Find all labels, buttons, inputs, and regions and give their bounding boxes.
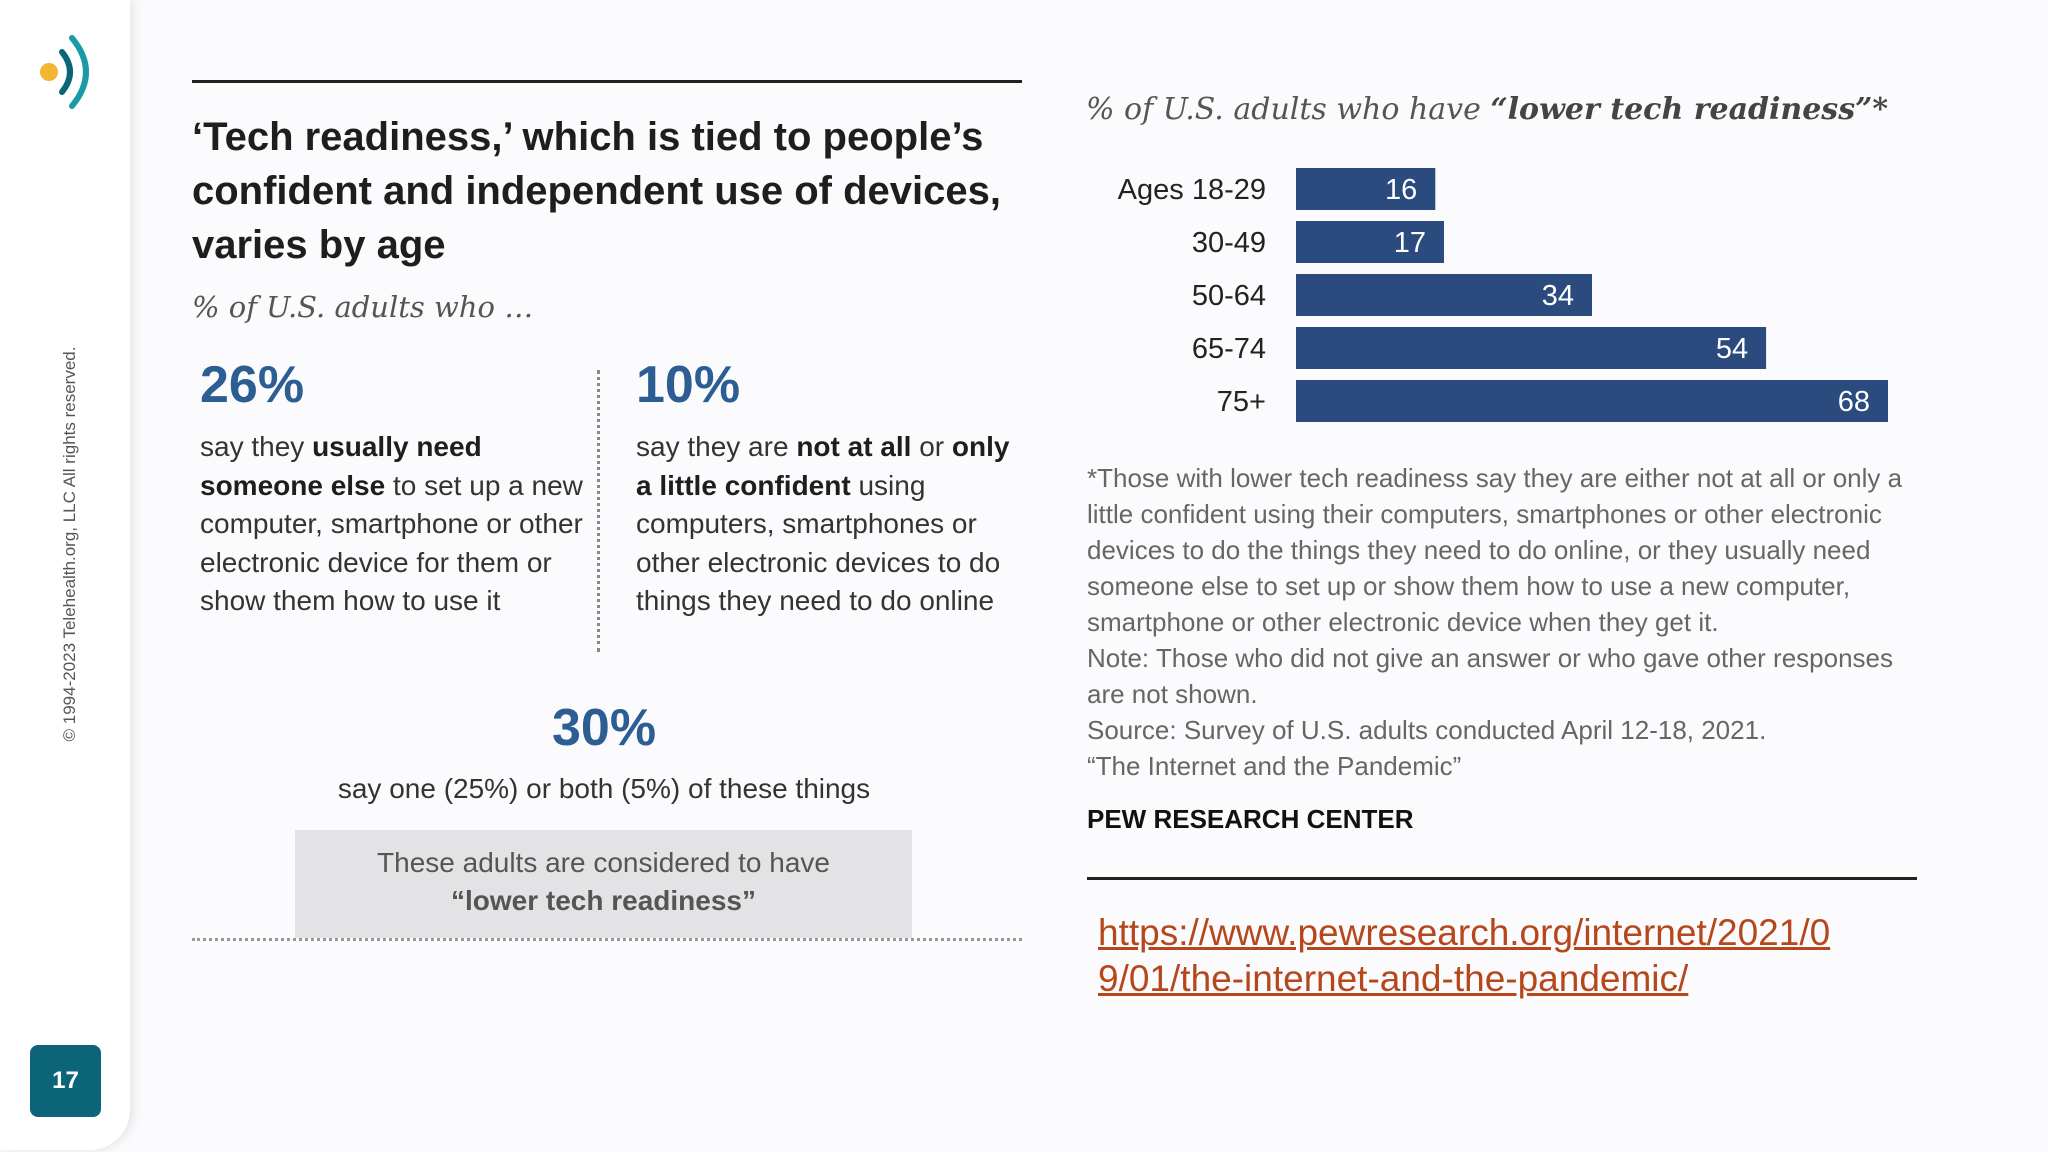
category-label: 30-49: [1192, 227, 1266, 259]
copyright-notice: © 1994-2023 Telehealth.org, LLC All righ…: [60, 346, 79, 742]
bar: [1296, 380, 1888, 422]
bottom-divider: [1087, 877, 1917, 880]
stat-30-percent: 30%: [552, 699, 657, 757]
chart-footnotes: *Those with lower tech readiness say the…: [1087, 460, 1937, 784]
footnote-source: Source: Survey of U.S. adults conducted …: [1087, 715, 1767, 745]
bar: [1296, 274, 1592, 316]
bar-value-label: 34: [1542, 280, 1574, 312]
bar-value-label: 68: [1838, 386, 1870, 418]
chart-title: % of U.S. adults who have “lower tech re…: [1086, 92, 1889, 127]
category-label: 50-64: [1192, 280, 1266, 312]
stat-26-percent: 26%: [200, 356, 305, 414]
category-label: Ages 18-29: [1118, 174, 1266, 206]
bar-value-label: 16: [1385, 174, 1417, 206]
bar: [1296, 327, 1767, 369]
telehealth-logo-icon: [40, 35, 89, 109]
lower-tech-readiness-bar-chart: Ages 18-29 16 30-49 17 50-64 34 65-74 54 75+ 68: [1118, 168, 1888, 422]
stat-10-percent: 10%: [636, 356, 741, 414]
pew-report-link[interactable]: https://www.pewresearch.org/internet/202…: [1098, 912, 1831, 999]
pew-research-center-label: PEW RESEARCH CENTER: [1087, 804, 1414, 834]
top-divider: [192, 80, 1022, 83]
bar: [1296, 168, 1436, 210]
stat-divider: [597, 370, 600, 652]
stat-10-description: say they are not at all or only a little…: [636, 431, 1010, 616]
sidebar: © 1994-2023 Telehealth.org, LLC All righ…: [0, 0, 130, 1150]
category-label: 75+: [1217, 386, 1266, 418]
dotted-divider: [192, 938, 1022, 941]
callout-line-2: “lower tech readiness”: [450, 885, 756, 916]
stat-26-description: say they usually need someone else to se…: [200, 431, 583, 616]
bar-value-label: 17: [1394, 227, 1426, 259]
footnote-report-title: “The Internet and the Pandemic”: [1087, 751, 1462, 781]
page-number-badge: 17: [30, 1045, 101, 1117]
slide-headline: ‘Tech readiness,’ which is tied to peopl…: [192, 115, 1002, 267]
bar: [1296, 221, 1444, 263]
footnote-note: Note: Those who did not give an answer o…: [1087, 643, 1893, 709]
lower-tech-readiness-callout: These adults are considered to have “low…: [295, 830, 912, 938]
stat-30-description: say one (25%) or both (5%) of these thin…: [337, 773, 871, 804]
bar-value-label: 54: [1716, 333, 1748, 365]
category-label: 65-74: [1192, 333, 1266, 365]
left-subtitle: % of U.S. adults who …: [192, 290, 534, 324]
footnote-definition: *Those with lower tech readiness say the…: [1087, 463, 1903, 637]
callout-line-1: These adults are considered to have: [377, 847, 830, 878]
